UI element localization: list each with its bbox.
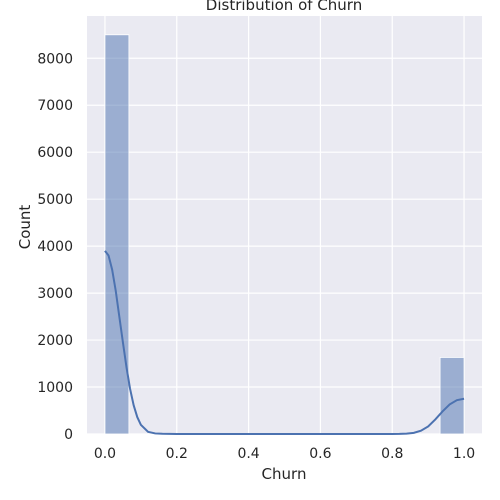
y-tick-label: 5000 — [37, 192, 73, 208]
x-tick-label: 1.0 — [453, 446, 475, 462]
histogram-bar — [104, 34, 130, 435]
histogram-bars — [104, 34, 465, 435]
x-tick-labels: 0.0 0.2 0.4 0.6 0.8 1.0 — [94, 446, 475, 462]
y-tick-label: 6000 — [37, 145, 73, 161]
x-tick-label: 0.6 — [309, 446, 331, 462]
x-axis-label: Churn — [262, 465, 307, 483]
plot-area — [87, 16, 482, 434]
y-tick-label: 4000 — [37, 239, 73, 255]
y-tick-label: 2000 — [37, 333, 73, 349]
y-axis-label: Count — [16, 205, 34, 250]
x-tick-label: 0.8 — [381, 446, 403, 462]
y-tick-label: 8000 — [37, 51, 73, 67]
histogram-bar — [439, 357, 465, 435]
chart-title: Distribution of Churn — [206, 0, 362, 14]
y-tick-labels: 0 1000 2000 3000 4000 5000 6000 7000 8000 — [37, 51, 73, 443]
y-tick-label: 3000 — [37, 286, 73, 302]
x-tick-label: 0.0 — [94, 446, 116, 462]
x-tick-label: 0.2 — [166, 446, 188, 462]
x-tick-label: 0.4 — [237, 446, 259, 462]
y-tick-label: 1000 — [37, 380, 73, 396]
y-gridlines — [87, 57, 482, 435]
y-tick-label: 7000 — [37, 98, 73, 114]
y-tick-label: 0 — [64, 427, 73, 443]
kde-curve — [104, 250, 465, 435]
